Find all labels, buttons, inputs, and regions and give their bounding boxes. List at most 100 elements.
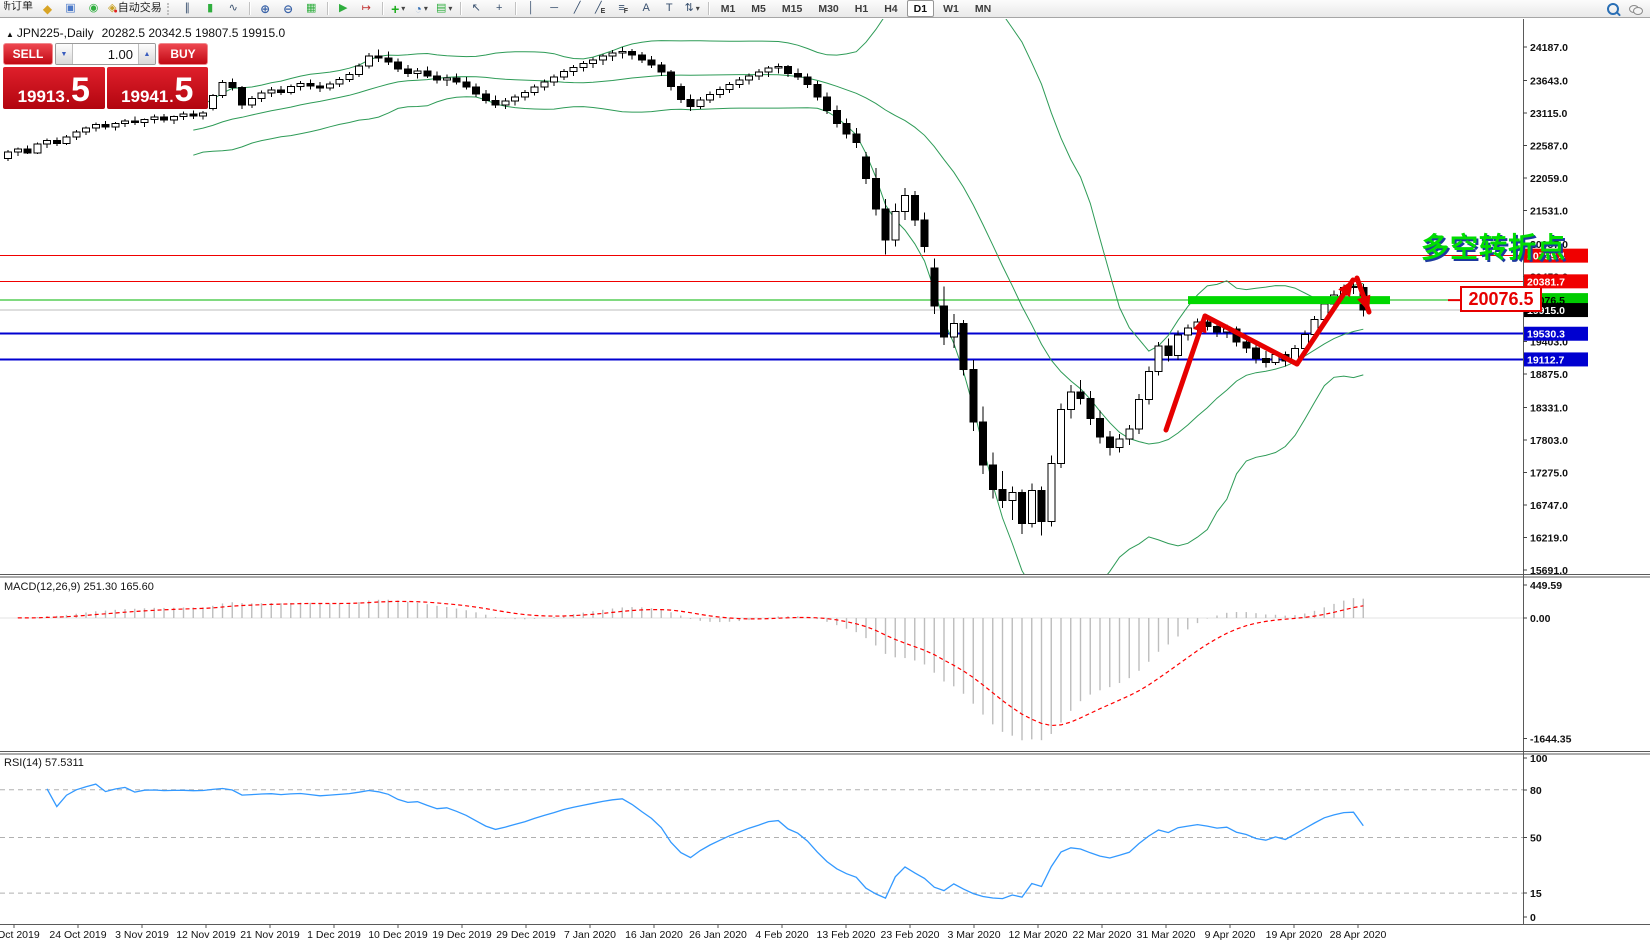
rsi-line: [46, 783, 1364, 900]
main-chart-panel[interactable]: [0, 0, 1523, 608]
toolbar-separator: [707, 2, 709, 15]
price-line-tag: [1524, 274, 1588, 289]
new-order-button[interactable]: 新订单: [4, 0, 33, 12]
chevron-down-icon: ▾: [423, 3, 428, 13]
date-label: 13 Feb 2020: [817, 929, 876, 941]
svg-text:20799.4: 20799.4: [1527, 251, 1565, 263]
price-tick-label: 16219.0: [1530, 533, 1568, 545]
volume-decrease-button[interactable]: ▼: [56, 44, 73, 64]
horizontal-line-tool-button[interactable]: ─: [550, 2, 559, 14]
date-label: 3 Nov 2019: [115, 929, 169, 941]
timeframe-h4-button[interactable]: H4: [884, 2, 898, 15]
chevron-down-icon: ▾: [401, 3, 406, 13]
date-label: 16 Jan 2020: [625, 929, 683, 941]
macd-indicator-label: MACD(12,26,9) 251.30 165.60: [4, 581, 154, 593]
toolbar-separator: [381, 2, 383, 15]
date-label: 28 Apr 2020: [1330, 929, 1387, 941]
text-label-tool-button[interactable]: T: [665, 2, 673, 14]
macd-signal-line: [17, 600, 1364, 727]
date-label: 3 Mar 2020: [947, 929, 1000, 941]
autotrading-icon: ◈: [108, 2, 117, 14]
chart-symbol-label: JPN225-,Daily: [16, 26, 94, 40]
date-label: 22 Mar 2020: [1073, 929, 1132, 941]
volume-stepper: ▼ ▲: [55, 43, 156, 65]
rsi-axis-label: 80: [1530, 785, 1542, 797]
price-tick-label: 17803.0: [1530, 435, 1568, 447]
buy-button[interactable]: BUY: [158, 43, 208, 65]
toolbar-grip: [166, 2, 172, 15]
chart-ohlc-values: 20282.5 20342.5 19807.5 19915.0: [101, 26, 286, 40]
terminal-icon[interactable]: ▣: [65, 2, 76, 14]
crosshair-tool-button[interactable]: +: [495, 2, 503, 14]
line-chart-mode-button[interactable]: ∿: [228, 2, 238, 14]
bar-chart-mode-button[interactable]: ∥: [184, 2, 190, 14]
channel-tool-button[interactable]: ╱ E: [595, 2, 606, 16]
timeframe-d1-button[interactable]: D1: [906, 0, 935, 17]
price-tag-annotation[interactable]: 20076.5: [1460, 286, 1542, 312]
toolbar-separator: [248, 2, 250, 15]
chat-icon[interactable]: [1625, 1, 1646, 17]
date-label: 1 Dec 2019: [307, 929, 361, 941]
toolbar-separator: [514, 2, 516, 15]
gold-icon[interactable]: ◆: [42, 1, 53, 16]
turning-point-annotation[interactable]: 多空转折点: [1421, 232, 1567, 263]
tile-windows-icon[interactable]: ▦: [306, 2, 317, 14]
sell-price-display[interactable]: 19913. 5: [3, 67, 105, 109]
price-axis[interactable]: 24187.0 23643.0 23115.0 22587.0 22059.0 21531…: [1523, 42, 1588, 924]
auto-scroll-button[interactable]: ▶: [338, 2, 348, 14]
indicators-button[interactable]: + ▾: [391, 0, 406, 17]
macd-panel[interactable]: [0, 598, 1523, 741]
timeframe-h1-button[interactable]: H1: [854, 2, 869, 15]
autotrading-badge-icon: ●: [113, 8, 118, 15]
price-tick-label: 23115.0: [1530, 108, 1568, 120]
date-label: 29 Dec 2019: [496, 929, 556, 941]
signals-icon[interactable]: ◉: [88, 2, 99, 14]
rsi-panel[interactable]: [0, 783, 1523, 900]
zoom-out-icon[interactable]: ⊖: [283, 1, 294, 16]
timeframe-m30-button[interactable]: M30: [818, 2, 839, 15]
macd-axis-label: 0.00: [1530, 613, 1551, 625]
chart-shift-button[interactable]: ↦: [361, 2, 371, 14]
text-tool-button[interactable]: A: [642, 2, 650, 14]
sell-button[interactable]: SELL: [3, 43, 53, 65]
timeframe-w1-button[interactable]: W1: [943, 2, 959, 15]
price-tick-label: 22059.0: [1530, 173, 1568, 185]
macd-axis-label: -1644.35: [1530, 734, 1572, 746]
date-axis[interactable]: 5 Oct 2019 24 Oct 2019 3 Nov 2019 12 Nov 20…: [0, 924, 1386, 941]
volume-increase-button[interactable]: ▲: [138, 44, 155, 64]
fibonacci-tool-button[interactable]: ≡ F: [618, 2, 629, 16]
macd-histogram: [17, 598, 1364, 741]
candlestick-mode-button[interactable]: ▮: [207, 2, 214, 14]
toolbar-separator: [459, 2, 461, 15]
buy-price-display[interactable]: 19941. 5: [106, 67, 208, 109]
price-tick-label: 16747.0: [1530, 500, 1568, 512]
timeframe-group: M1 M5 M15 M30 H1 H4 D1 W1 MN: [713, 0, 999, 17]
vertical-line-tool-button[interactable]: │: [527, 2, 535, 14]
template-button[interactable]: ▤ ▾: [435, 2, 453, 14]
zigzag-arrows[interactable]: [1163, 275, 1376, 433]
arrows-tool-button[interactable]: ⇅ ▾: [684, 2, 700, 14]
search-icon[interactable]: [1602, 1, 1623, 17]
zoom-in-icon[interactable]: ⊕: [260, 1, 271, 16]
rsi-axis-label: 50: [1530, 833, 1542, 845]
volume-input[interactable]: [73, 44, 138, 64]
timeframe-m15-button[interactable]: M15: [781, 2, 803, 15]
autotrading-button[interactable]: ◈ ● 自动交易: [108, 2, 162, 16]
price-tick-label: 21531.0: [1530, 206, 1568, 218]
date-label: 12 Nov 2019: [176, 929, 236, 941]
trendline-tool-button[interactable]: ╱: [573, 2, 581, 14]
date-label: 9 Apr 2020: [1205, 929, 1256, 941]
timeframe-m1-button[interactable]: M1: [720, 2, 736, 15]
svg-text:19530.3: 19530.3: [1527, 329, 1565, 341]
timeframe-mn-button[interactable]: MN: [974, 2, 992, 15]
date-label: 24 Oct 2019: [49, 929, 106, 941]
price-tick-label: 17275.0: [1530, 468, 1568, 480]
periods-button[interactable]: ◔ ▾: [414, 1, 428, 16]
timeframe-m5-button[interactable]: M5: [751, 2, 766, 15]
support-zone-bar[interactable]: [1188, 296, 1390, 305]
rsi-axis-label: 100: [1530, 753, 1548, 765]
main-toolbar: 新订单 ◆ ▣ ◉ ◈ ● 自动交易 ∥ ▮ ∿ ⊕ ⊖ ▦ ▶ ↦ + ▾ ◔ ▾ …: [0, 0, 1650, 18]
cursor-tool-button[interactable]: ↖: [471, 2, 481, 14]
rsi-axis-label: 15: [1530, 888, 1542, 900]
